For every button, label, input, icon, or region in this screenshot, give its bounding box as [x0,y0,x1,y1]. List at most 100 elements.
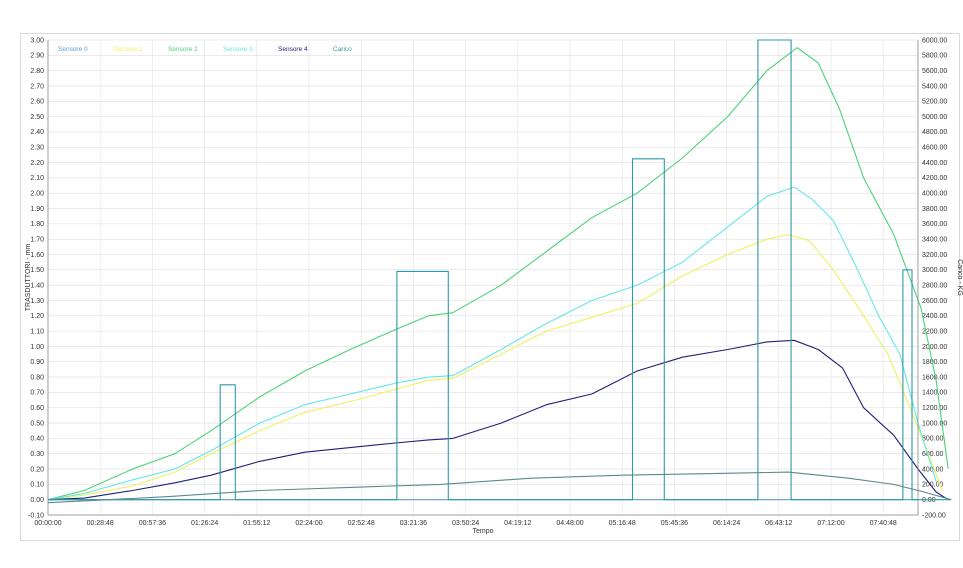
y2-tick-label: 2400.00 [922,313,947,320]
legend: Sensore 0 Sensore 1 Sensore 2 Sensore 3 Sens… [58,46,352,53]
x-axis-ticks: 00:00:00 00:28:48 00:57:36 01:26:24 01:55:12… [34,520,897,527]
y-tick-label: 1.20 [30,313,44,320]
y-tick-label: 1.70 [30,236,44,243]
y-tick-label: 1.10 [30,328,44,335]
x-tick-label: 07:12:00 [817,520,844,527]
y-tick-label: 1.50 [30,267,44,274]
series-lines [47,39,952,504]
y-tick-label: 1.90 [30,206,44,213]
y2-tick-label: 5000.00 [922,114,947,121]
y2-tick-label: 3800.00 [922,206,947,213]
y2-tick-label: 200.00 [922,482,944,489]
y2-tick-label: 4400.00 [922,160,947,167]
series-line-5 [48,39,952,501]
y2-tick-label: 1800.00 [922,359,947,366]
x-tick-label: 01:26:24 [191,520,218,527]
y2-tick-label: 4800.00 [922,129,947,136]
y-tick-label: 2.30 [30,145,44,152]
x-tick-label: 03:21:36 [400,520,427,527]
series-line-6 [47,471,952,504]
y-tick-label: 0.20 [30,466,44,473]
y-tick-label: 2.40 [30,129,44,136]
x-tick-label: 06:14:24 [713,520,740,527]
y-tick-label: 2.80 [30,68,44,75]
x-tick-label: 01:55:12 [243,520,270,527]
series-line-1 [47,234,943,501]
y2-tick-label: 3000.00 [922,267,947,274]
y2-tick-label: 5400.00 [922,83,947,90]
y2-tick-label: 4600.00 [922,145,947,152]
y2-tick-label: 2800.00 [922,282,947,289]
y-tick-label: 2.60 [30,99,44,106]
y2-tick-label: 2000.00 [922,344,947,351]
y2-tick-label: 2600.00 [922,298,947,305]
x-tick-label: 00:28:48 [87,520,114,527]
legend-entry: Sensore 1 [113,46,143,53]
series-line-3 [47,186,937,501]
y-tick-label: 0.00 [30,497,44,504]
y2-tick-label: 3600.00 [922,221,947,228]
y-tick-label: 2.50 [30,114,44,121]
x-axis-title: Tempo [472,528,493,535]
y-axis-title: TRASDUTTORI - mm [25,244,32,312]
right-axis-ticks: -200.000.00200.00400.00600.00800.001000.… [922,37,947,519]
y2-tick-label: 600.00 [922,451,944,458]
y2-tick-label: 1400.00 [922,390,947,397]
x-tick-label: 02:24:00 [295,520,322,527]
grid-lines [47,39,918,516]
x-tick-label: 04:48:00 [556,520,583,527]
y-tick-label: 2.70 [30,83,44,90]
y2-tick-label: -200.00 [922,512,946,519]
y-tick-label: 2.00 [30,191,44,198]
y2-tick-label: 4000.00 [922,191,947,198]
y-tick-label: -0.10 [28,512,44,519]
series-line-2 [47,47,949,501]
y-tick-label: 0.30 [30,451,44,458]
legend-entry: Carico [333,46,352,53]
y-tick-label: 2.90 [30,53,44,60]
y-tick-label: 3.00 [30,37,44,44]
y2-tick-label: 6000.00 [922,37,947,44]
y2-tick-label: 5600.00 [922,68,947,75]
x-tick-label: 05:16:48 [609,520,636,527]
y2-tick-label: 2200.00 [922,328,947,335]
series-line-4 [47,339,949,501]
x-tick-label: 07:40:48 [870,520,897,527]
y-tick-label: 2.10 [30,175,44,182]
left-axis-ticks: -0.10 0.00 0.10 0.20 0.30 0.40 0.50 0.60 0.70 0.8… [28,37,44,519]
x-tick-label: 05:45:36 [661,520,688,527]
legend-entry: Sensore 0 [58,46,88,53]
y-tick-label: 0.60 [30,405,44,412]
y-tick-label: 0.70 [30,390,44,397]
x-tick-label: 06:43:12 [765,520,792,527]
y-tick-label: 0.80 [30,374,44,381]
y-tick-label: 1.60 [30,252,44,259]
y-tick-label: 1.30 [30,298,44,305]
legend-entry: Sensore 4 [278,46,308,53]
y2-tick-label: 800.00 [922,436,944,443]
y2-tick-label: 1600.00 [922,374,947,381]
x-tick-label: 02:52:48 [348,520,375,527]
x-tick-label: 00:57:36 [139,520,166,527]
y-tick-label: 0.50 [30,420,44,427]
y-tick-label: 0.10 [30,482,44,489]
y2-tick-label: 4200.00 [922,175,947,182]
y2-tick-label: 5200.00 [922,99,947,106]
y2-tick-label: 0.00 [922,497,936,504]
y2-tick-label: 1000.00 [922,420,947,427]
y2-tick-label: 3200.00 [922,252,947,259]
y2-tick-label: 3400.00 [922,236,947,243]
x-tick-label: 04:19:12 [504,520,531,527]
y-tick-label: 2.20 [30,160,44,167]
y2-tick-label: 5800.00 [922,53,947,60]
chart-frame [20,33,960,541]
y-tick-label: 0.40 [30,436,44,443]
y2-axis-title: Carico - KG [956,259,963,296]
y-tick-label: 0.90 [30,359,44,366]
legend-entry: Sensore 3 [223,46,253,53]
x-tick-label: 00:00:00 [34,520,61,527]
y-tick-label: 1.00 [30,344,44,351]
x-tick-label: 03:50:24 [452,520,479,527]
y2-tick-label: 1200.00 [922,405,947,412]
